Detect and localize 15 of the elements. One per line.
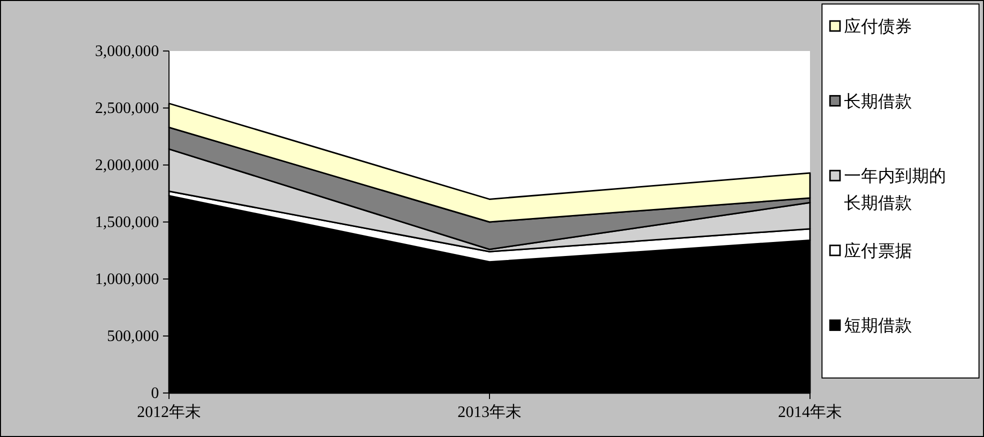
y-tick-label: 500,000	[107, 328, 159, 345]
legend-label: 应付票据	[844, 241, 912, 262]
y-tick-label: 3,000,000	[95, 43, 159, 60]
y-tick-label: 2,000,000	[95, 157, 159, 174]
x-tick-label: 2014年末	[778, 403, 842, 421]
x-tick-label: 2013年末	[458, 403, 522, 421]
x-tick-label: 2012年末	[137, 403, 201, 421]
y-tick-label: 1,000,000	[95, 271, 159, 288]
y-tick-label: 2,500,000	[95, 100, 159, 117]
legend-label: 短期借款	[844, 316, 912, 336]
legend-label: 长期借款	[844, 92, 912, 112]
legend-label: 一年内到期的长期借款	[844, 166, 946, 214]
legend-label: 应付债券	[844, 17, 912, 37]
y-tick-label: 1,500,000	[95, 214, 159, 231]
y-tick-label: 0	[151, 385, 159, 402]
